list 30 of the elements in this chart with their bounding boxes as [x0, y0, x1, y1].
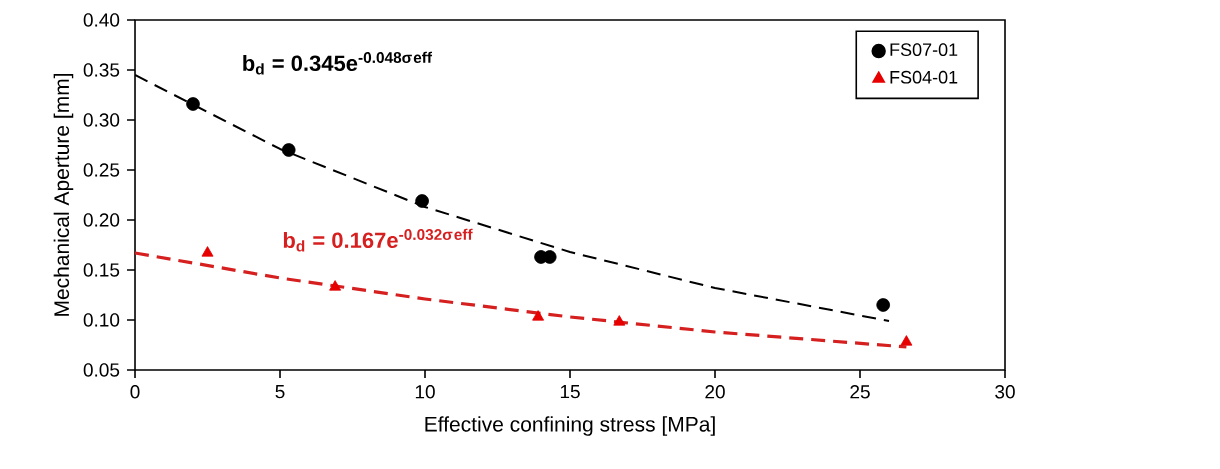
x-axis-title: Effective confining stress [MPa] — [425, 416, 715, 436]
x-tick-label: 10 — [415, 385, 435, 399]
y-tick-label: 0.05 — [83, 363, 120, 377]
point — [876, 298, 891, 312]
legend-label: FS07-01 — [890, 43, 958, 57]
x-tick-label: 25 — [850, 385, 870, 399]
point — [415, 194, 429, 208]
point — [281, 143, 296, 157]
x-tick-label: 0 — [130, 385, 140, 399]
y-tick-label: 0.35 — [83, 63, 120, 77]
x-tick-label: 20 — [705, 385, 725, 399]
y-tick-label: 0.25 — [83, 163, 120, 177]
y-tick-label: 0.10 — [83, 313, 120, 327]
y-tick-label: 0.30 — [83, 113, 120, 127]
annotation: b$_{d}$ = 0.167e$^{-0.032σeff}$ — [283, 228, 473, 252]
point — [201, 246, 214, 257]
annotation: b$_{d}$ = 0.345e$^{-0.048σeff}$ — [243, 51, 433, 75]
x-tick-label: 30 — [995, 385, 1015, 399]
point — [329, 280, 342, 291]
point — [532, 310, 545, 321]
x-tick-label: 5 — [275, 385, 285, 399]
legend-label: FS04-01 — [890, 70, 958, 84]
point — [900, 335, 913, 346]
y-tick-label: 0.40 — [83, 13, 120, 27]
y-axis-title: Mechanical Aperture [mm] — [53, 73, 74, 316]
point — [613, 315, 626, 326]
x-tick-label: 15 — [560, 385, 580, 399]
y-tick-label: 0.15 — [83, 263, 120, 277]
point — [186, 97, 200, 111]
y-tick-label: 0.20 — [83, 213, 120, 227]
